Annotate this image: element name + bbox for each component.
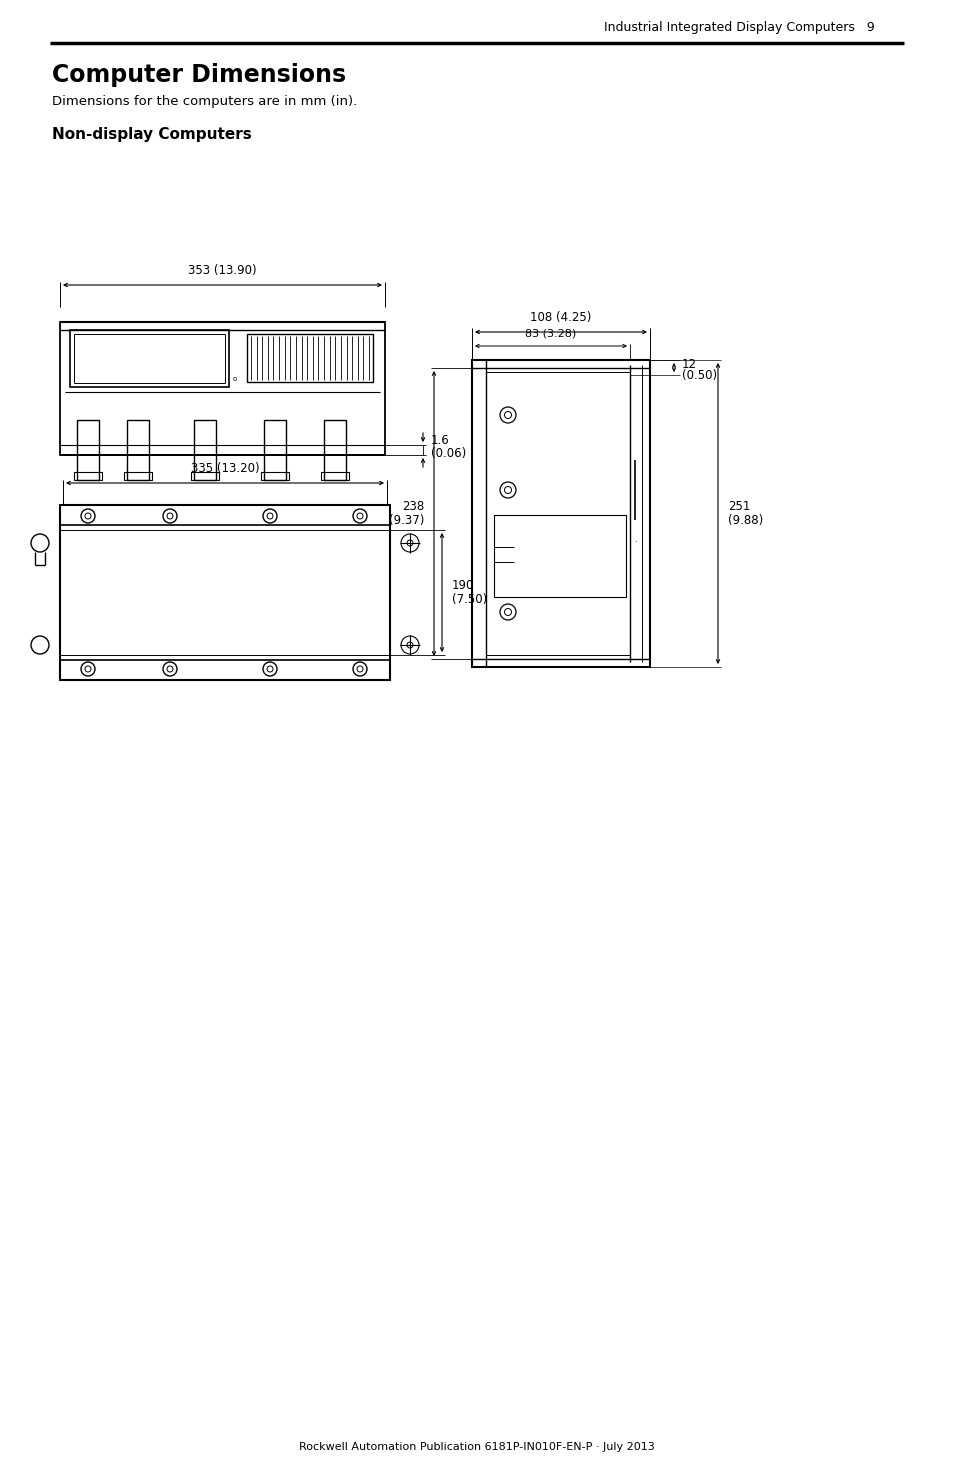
Bar	[472, 360, 649, 667]
Text: 238: 238	[401, 500, 423, 513]
Bar	[247, 333, 373, 382]
Text: 251: 251	[727, 500, 750, 513]
Bar	[320, 472, 349, 479]
Text: 1.6: 1.6	[431, 435, 449, 447]
Text: 353 (13.90): 353 (13.90)	[188, 264, 256, 277]
Text: 12: 12	[681, 357, 697, 370]
Text: 108 (4.25): 108 (4.25)	[530, 311, 591, 324]
Text: Computer Dimensions: Computer Dimensions	[52, 63, 346, 87]
Text: o: o	[233, 376, 237, 382]
Bar	[60, 504, 390, 680]
Text: (9.37): (9.37)	[388, 513, 423, 527]
Text: (9.88): (9.88)	[727, 513, 762, 527]
Text: (7.50): (7.50)	[452, 593, 487, 606]
Bar	[70, 330, 229, 386]
Bar	[74, 472, 102, 479]
Text: .: .	[633, 535, 636, 544]
Bar	[193, 420, 215, 479]
Bar	[264, 420, 286, 479]
Text: Dimensions for the computers are in mm (in).: Dimensions for the computers are in mm (…	[52, 96, 356, 109]
Bar	[60, 322, 385, 454]
Text: 190: 190	[452, 580, 474, 591]
Text: 83 (3.28): 83 (3.28)	[525, 329, 576, 339]
Bar	[494, 515, 625, 597]
Text: Rockwell Automation Publication 6181P-IN010F-EN-P · July 2013: Rockwell Automation Publication 6181P-IN…	[299, 1443, 654, 1451]
Text: 335 (13.20): 335 (13.20)	[191, 462, 259, 475]
Text: (0.50): (0.50)	[681, 370, 717, 382]
Text: (0.06): (0.06)	[431, 447, 466, 460]
Bar	[261, 472, 289, 479]
Bar	[127, 420, 149, 479]
Text: Industrial Integrated Display Computers   9: Industrial Integrated Display Computers …	[603, 22, 874, 34]
Text: Non-display Computers: Non-display Computers	[52, 127, 252, 143]
Bar	[324, 420, 346, 479]
Bar	[77, 420, 99, 479]
Bar	[191, 472, 219, 479]
Bar	[124, 472, 152, 479]
